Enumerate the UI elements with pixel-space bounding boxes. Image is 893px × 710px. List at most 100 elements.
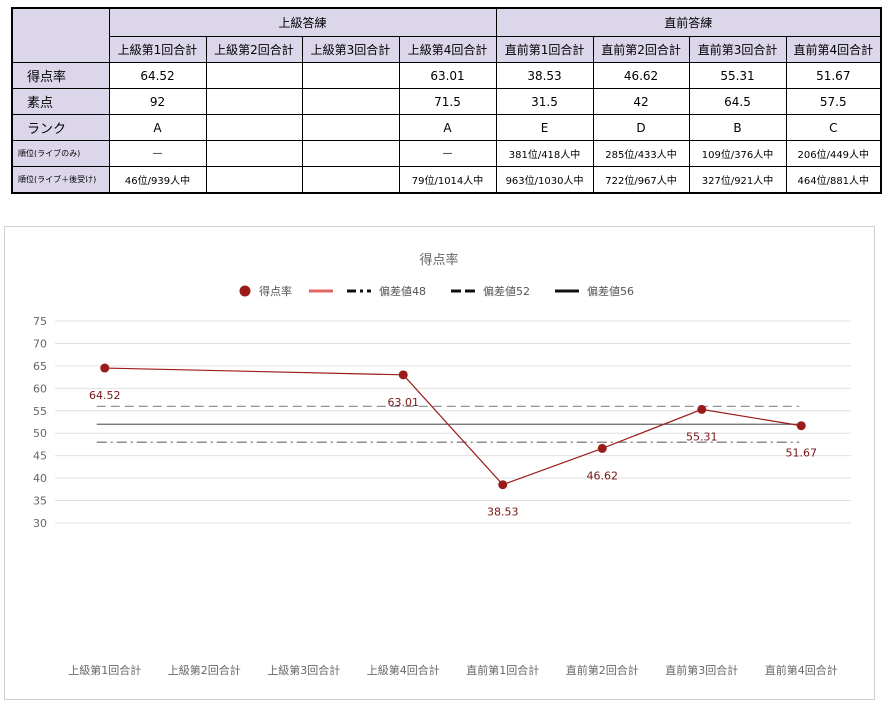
data-label: 63.01 — [388, 396, 420, 409]
table-cell: 64.52 — [108, 62, 207, 89]
score-table: 上級答練 直前答練 上級第1回合計 上級第2回合計 上級第3回合計 上級第4回合計 直前… — [11, 7, 883, 194]
y-tick-label: 35 — [33, 495, 47, 508]
data-label: 38.53 — [487, 506, 519, 519]
table-cell: E — [495, 114, 594, 141]
table-row: 素点 92 71.5 31.5 42 64.5 57.5 — [11, 88, 882, 115]
series-line-score-rate — [104, 367, 802, 486]
table-cell: 31.5 — [495, 88, 594, 115]
y-tick-label: 40 — [33, 472, 47, 485]
row-label: 順位(ライブのみ) — [11, 140, 110, 167]
table-cell: 42 — [592, 88, 690, 115]
table-cell — [205, 88, 303, 115]
y-tick-label: 70 — [33, 337, 47, 350]
data-point — [100, 363, 110, 373]
row-label: 得点率 — [11, 62, 110, 89]
y-tick-label: 60 — [33, 382, 47, 395]
table-cell: 92 — [108, 88, 207, 115]
table-cell: — — [398, 140, 497, 167]
data-point — [796, 421, 806, 431]
table-cell: 963位/1030人中 — [495, 166, 594, 194]
table-cell: 55.31 — [688, 62, 787, 89]
data-label: 46.62 — [587, 469, 619, 482]
chart-title: 得点率 — [419, 252, 458, 268]
table-row: ランク A A E D B C — [11, 114, 882, 141]
group-header-advanced: 上級答練 — [108, 7, 497, 37]
data-label: 55.31 — [686, 430, 718, 443]
y-tick-label: 50 — [33, 427, 47, 440]
column-header: 直前第1回合計 — [495, 36, 594, 63]
table-cell: 327位/921人中 — [688, 166, 787, 194]
legend-label: 得点率 — [259, 284, 292, 298]
x-tick-label: 上級第4回合計 — [367, 663, 440, 677]
row-label: 素点 — [11, 88, 110, 115]
legend-label: 偏差値52 — [483, 284, 530, 298]
column-header-row: 上級第1回合計 上級第2回合計 上級第3回合計 上級第4回合計 直前第1回合計 直前第2回… — [12, 36, 882, 63]
table-cell: 206位/449人中 — [785, 140, 882, 167]
table-row: 得点率 64.52 63.01 38.53 46.62 55.31 51.67 — [11, 62, 882, 89]
table-row: 順位(ライブのみ) — —381位/418人中 285位/433人中 109位/376人… — [11, 140, 882, 167]
x-tick-label: 上級第1回合計 — [68, 663, 141, 677]
chart-panel: 得点率 得点率 偏差値48 偏差値52 偏差値56 30 35 40 45 50 55 60 65 70 7… — [4, 226, 875, 700]
table-corner — [11, 7, 110, 63]
table-cell — [301, 114, 400, 141]
table-cell: C — [785, 114, 882, 141]
y-tick-label: 65 — [33, 360, 47, 373]
table-cell: A — [398, 114, 497, 141]
x-tick-label: 直前第2回合計 — [566, 663, 639, 677]
table-cell: 71.5 — [398, 88, 497, 115]
data-point — [697, 404, 707, 414]
data-point — [498, 480, 508, 490]
x-tick-label: 上級第3回合計 — [267, 663, 340, 677]
y-tick-label: 75 — [33, 315, 47, 328]
y-tick-label: 45 — [33, 450, 47, 463]
data-label: 64.52 — [89, 389, 121, 402]
table-body: 得点率 64.52 63.01 38.53 46.62 55.31 51.67 素点 92 71.… — [11, 62, 882, 194]
column-header: 直前第2回合計 — [592, 36, 690, 63]
legend-marker-score-rate — [239, 285, 251, 297]
data-point — [398, 370, 408, 380]
table-cell: D — [592, 114, 690, 141]
column-header: 上級第2回合計 — [205, 36, 303, 63]
table-cell: 381位/418人中 — [495, 140, 594, 167]
table-cell — [301, 88, 400, 115]
x-tick-label: 直前第4回合計 — [765, 663, 838, 677]
table-cell: 63.01 — [398, 62, 497, 89]
table-cell — [301, 166, 400, 194]
table-cell: 46.62 — [592, 62, 690, 89]
table-cell: 79位/1014人中 — [398, 166, 497, 194]
table-cell: 285位/433人中 — [592, 140, 690, 167]
table-cell: 109位/376人中 — [688, 140, 787, 167]
table-cell: 38.53 — [495, 62, 594, 89]
table-cell — [205, 114, 303, 141]
table-cell — [301, 140, 400, 167]
x-tick-label: 上級第2回合計 — [168, 663, 241, 677]
table-cell: 57.5 — [785, 88, 882, 115]
x-tick-label: 直前第3回合計 — [665, 663, 738, 677]
legend-label: 偏差値48 — [379, 284, 426, 298]
table-cell: 46位/939人中 — [108, 166, 207, 194]
column-header: 上級第1回合計 — [108, 36, 207, 63]
table-cell: B — [688, 114, 787, 141]
column-header: 直前第3回合計 — [688, 36, 787, 63]
column-header: 直前第4回合計 — [785, 36, 882, 63]
table-cell: — — [108, 140, 207, 167]
table-cell: 64.5 — [688, 88, 787, 115]
table-row: 順位(ライブ＋後受け) 46位/939人中 79位/1014人中 963位/1030人… — [11, 166, 882, 194]
legend-label: 偏差値56 — [587, 284, 634, 298]
table-cell: 722位/967人中 — [592, 166, 690, 194]
table-cell — [301, 62, 400, 89]
column-header: 上級第4回合計 — [398, 36, 497, 63]
data-point — [597, 443, 607, 453]
row-label: 順位(ライブ＋後受け) — [11, 166, 110, 194]
table-cell — [205, 62, 303, 89]
table-cell — [205, 140, 303, 167]
table-cell: 51.67 — [785, 62, 882, 89]
y-tick-label: 55 — [33, 405, 47, 418]
x-tick-label: 直前第1回合計 — [466, 663, 539, 677]
y-tick-label: 30 — [33, 517, 47, 530]
table-cell: 464位/881人中 — [785, 166, 882, 194]
group-header-final: 直前答練 — [495, 7, 882, 37]
table-cell — [205, 166, 303, 194]
column-header: 上級第3回合計 — [301, 36, 400, 63]
